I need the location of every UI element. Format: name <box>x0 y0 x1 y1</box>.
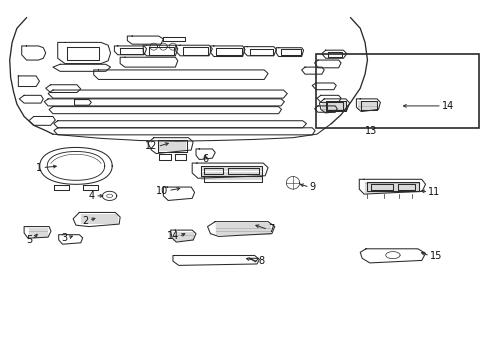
Text: 1: 1 <box>36 163 42 173</box>
Text: 13: 13 <box>365 126 377 136</box>
Text: 7: 7 <box>268 224 274 234</box>
Text: 5: 5 <box>26 235 33 245</box>
Text: 11: 11 <box>428 187 441 197</box>
Bar <box>316 54 479 128</box>
Text: 8: 8 <box>258 256 264 266</box>
Text: 9: 9 <box>310 182 316 192</box>
Text: 14: 14 <box>442 101 454 111</box>
Text: 2: 2 <box>83 216 89 226</box>
Text: 4: 4 <box>89 191 95 201</box>
Text: 3: 3 <box>61 233 67 243</box>
Text: 12: 12 <box>145 141 158 152</box>
Text: 6: 6 <box>202 154 209 164</box>
Text: 14: 14 <box>167 231 179 242</box>
Text: 10: 10 <box>156 186 168 195</box>
Text: 15: 15 <box>430 251 442 261</box>
